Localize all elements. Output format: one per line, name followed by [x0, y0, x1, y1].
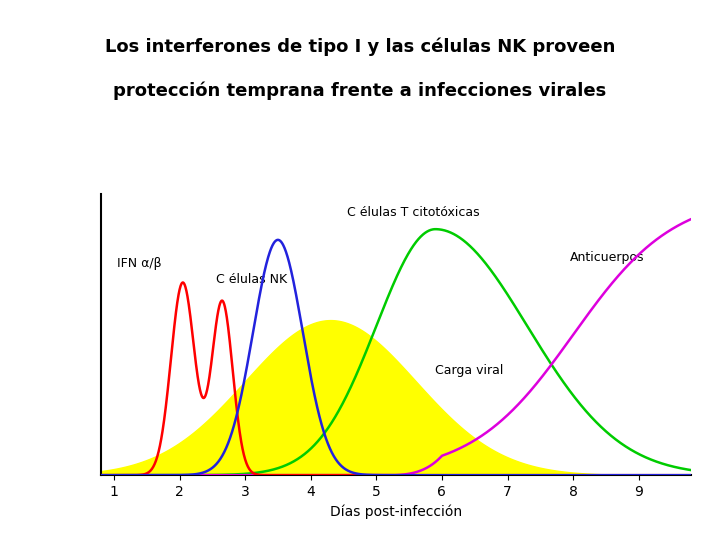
Text: protección temprana frente a infecciones virales: protección temprana frente a infecciones…: [113, 81, 607, 99]
Text: Los interferones de tipo I y las células NK proveen: Los interferones de tipo I y las células…: [105, 38, 615, 56]
Text: C élulas NK: C élulas NK: [215, 273, 287, 286]
Text: Anticuerpos: Anticuerpos: [570, 251, 644, 264]
Text: C élulas T citotóxicas: C élulas T citotóxicas: [347, 206, 480, 219]
Text: Carga viral: Carga viral: [436, 363, 504, 376]
X-axis label: Días post-infección: Días post-infección: [330, 504, 462, 519]
Text: IFN α/β: IFN α/β: [117, 256, 162, 269]
